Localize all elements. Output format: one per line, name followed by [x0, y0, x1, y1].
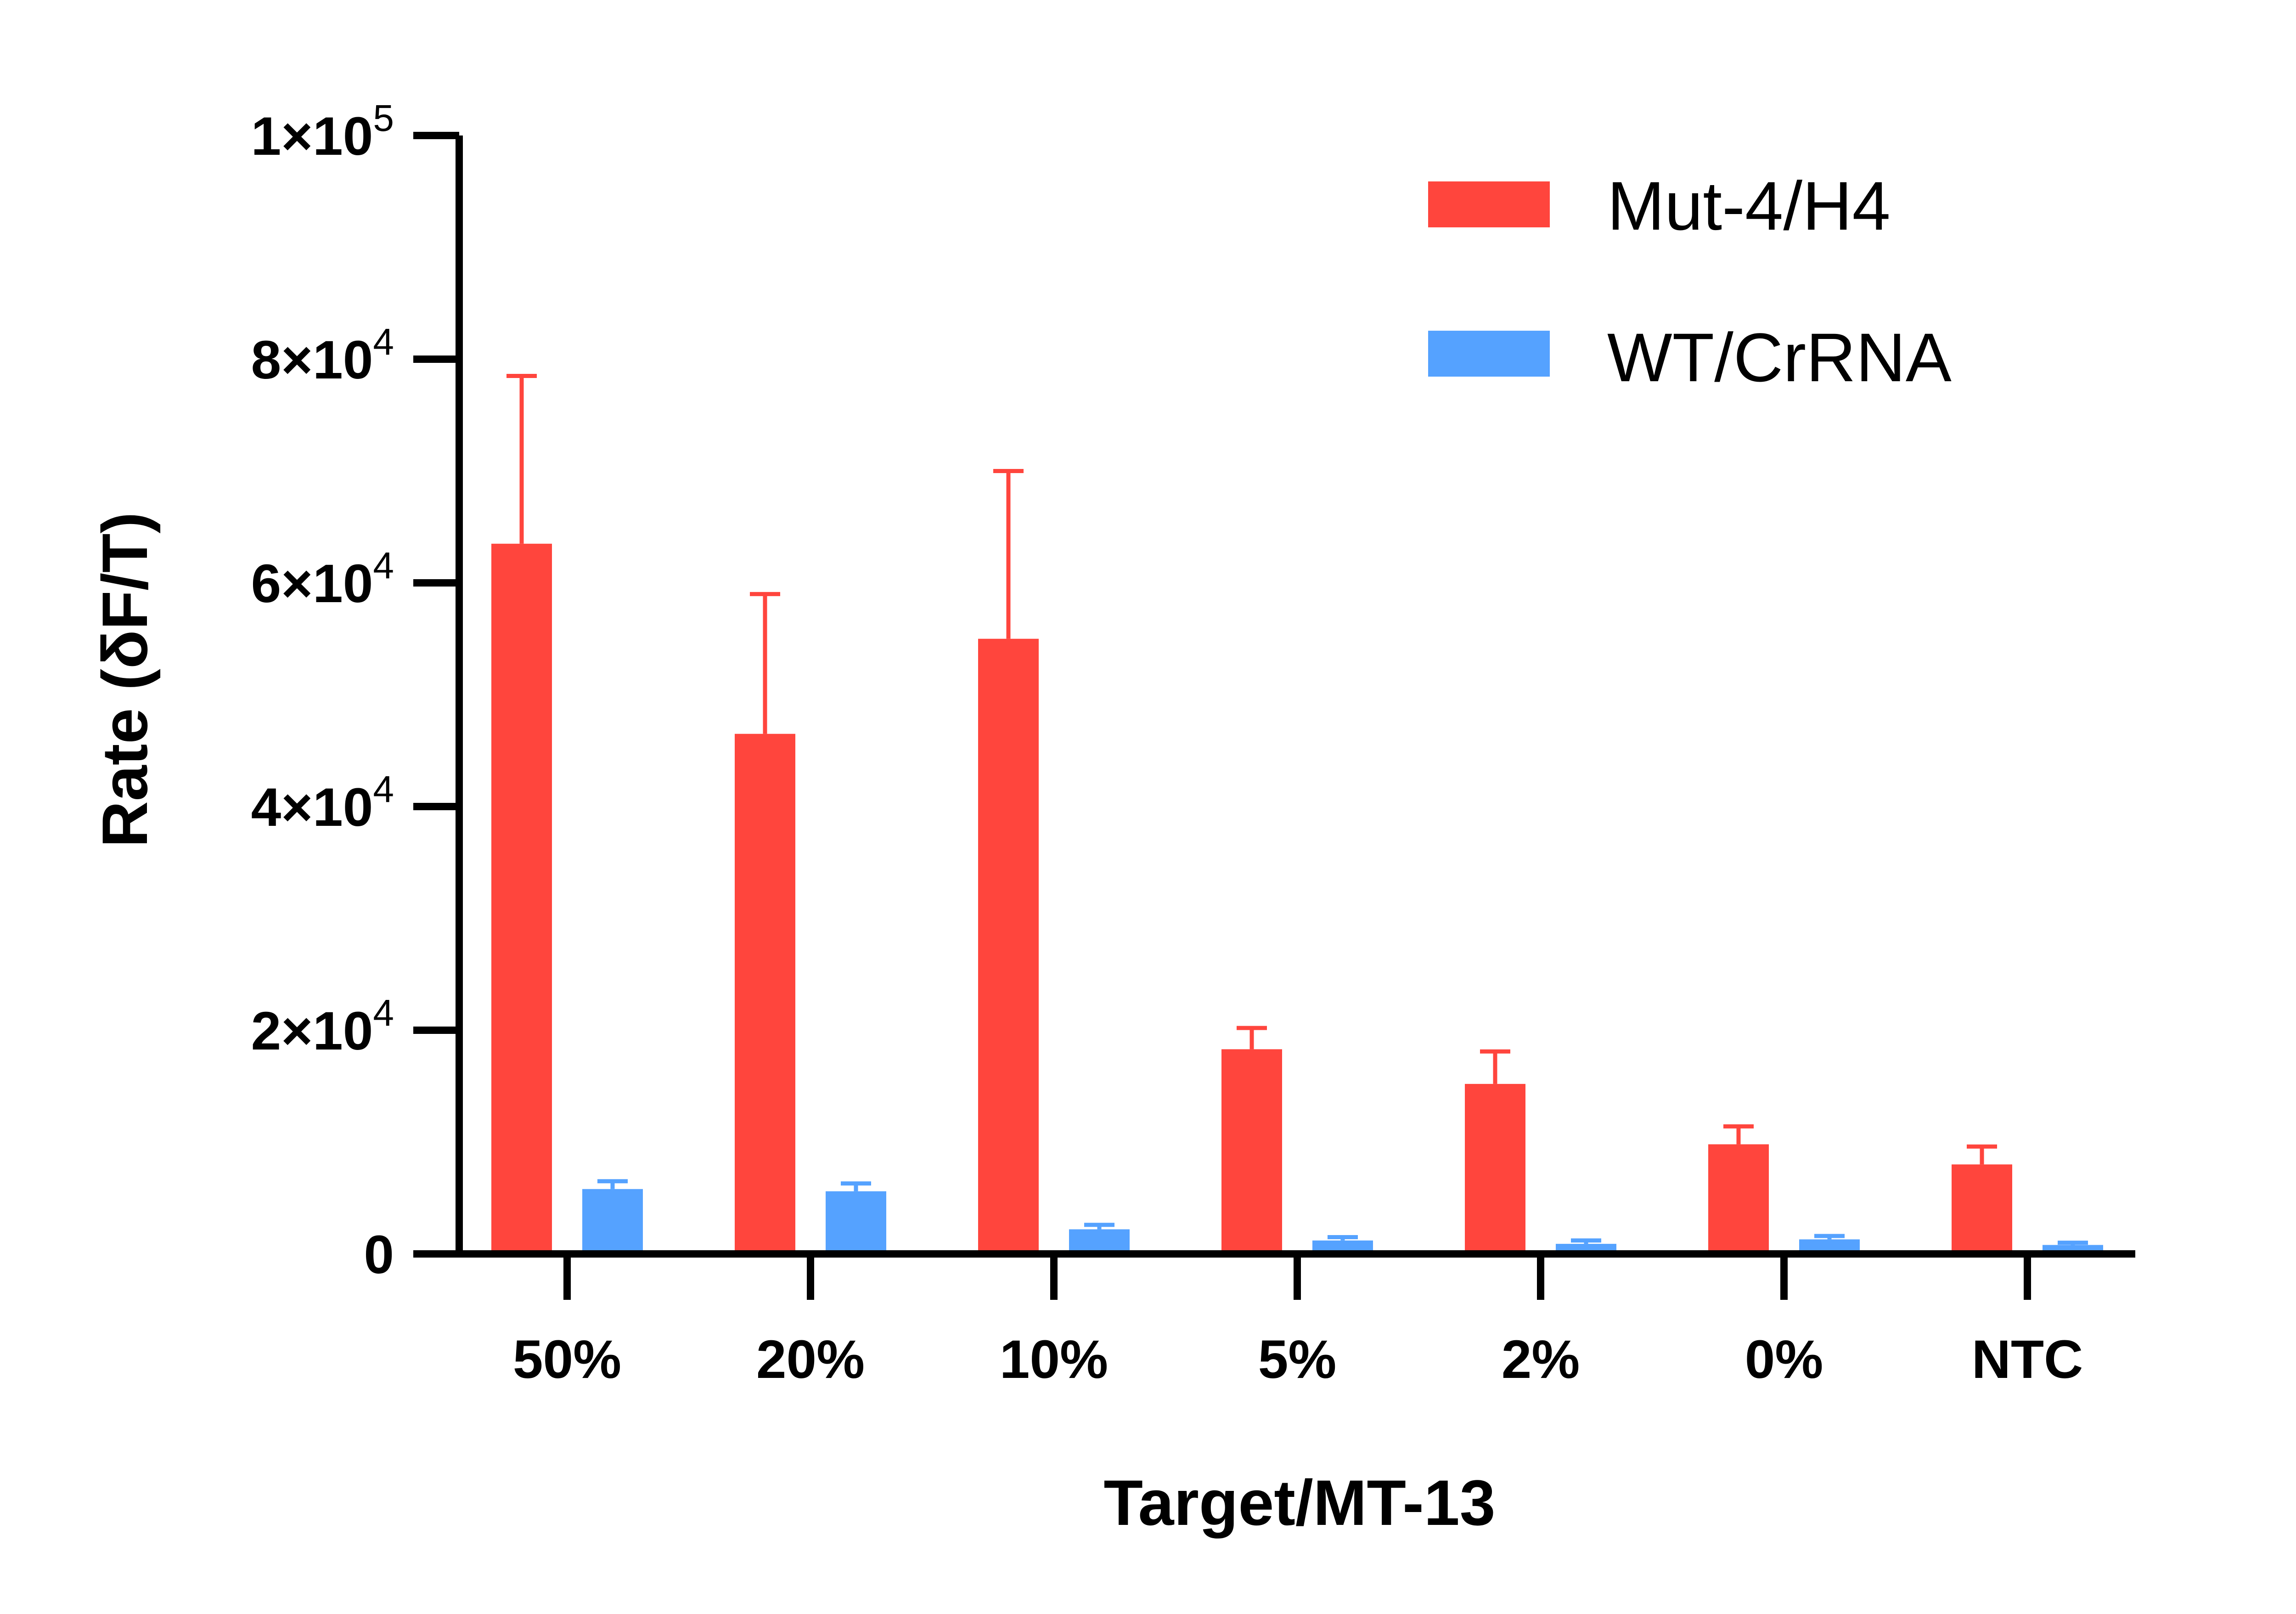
y-tick-label-5: 1×105 — [251, 97, 394, 167]
bar-wt-0 — [582, 1189, 643, 1254]
bars-layer — [491, 543, 2103, 1254]
legend-label-mut: Mut-4/H4 — [1607, 167, 1891, 244]
legend: Mut-4/H4 WT/CrRNA — [1428, 167, 1952, 396]
legend-swatch-mut — [1428, 181, 1550, 227]
error-bars-layer — [506, 374, 2088, 1245]
bar-mut-3 — [1221, 1049, 1282, 1254]
bar-mut-0 — [491, 543, 552, 1254]
x-tick-label-1: 20% — [756, 1329, 865, 1390]
x-tick-label-5: 0% — [1745, 1329, 1823, 1390]
bar-mut-6 — [1952, 1164, 2012, 1254]
y-tick-label-0: 0 — [364, 1225, 394, 1285]
x-tick-label-0: 50% — [513, 1329, 621, 1390]
tick-labels-layer: 0 2×104 4×104 6×104 8×104 1×105 50% 20% 10% 5% 2% 0… — [251, 97, 2083, 1390]
legend-swatch-wt — [1428, 331, 1550, 377]
y-tick-label-3: 6×104 — [251, 545, 394, 614]
bar-wt-1 — [826, 1191, 886, 1254]
y-tick-label-2: 4×104 — [251, 768, 394, 838]
y-tick-label-4: 8×104 — [251, 321, 394, 390]
x-tick-label-6: NTC — [1972, 1329, 2083, 1390]
bar-mut-5 — [1708, 1144, 1769, 1254]
x-axis-title: Target/MT-13 — [1103, 1467, 1495, 1539]
y-tick-label-1: 2×104 — [251, 992, 394, 1061]
x-tick-label-4: 2% — [1502, 1329, 1580, 1390]
y-axis-title: Rate (δF/T) — [89, 512, 161, 847]
x-tick-label-3: 5% — [1258, 1329, 1337, 1390]
axes-layer — [413, 132, 2135, 1300]
bar-wt-2 — [1069, 1229, 1130, 1254]
legend-label-wt: WT/CrRNA — [1607, 319, 1952, 396]
bar-mut-4 — [1465, 1084, 1525, 1254]
bar-mut-1 — [735, 734, 795, 1254]
bar-mut-2 — [978, 638, 1039, 1254]
x-tick-label-2: 10% — [1000, 1329, 1108, 1390]
